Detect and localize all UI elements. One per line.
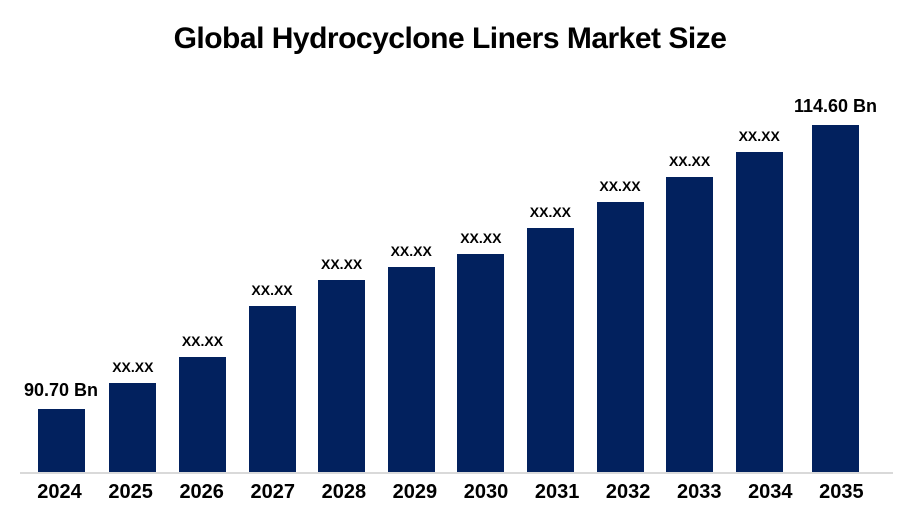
bar bbox=[109, 383, 157, 472]
bar bbox=[387, 267, 435, 472]
bar bbox=[457, 254, 505, 472]
bar bbox=[735, 152, 783, 472]
bar-column-2032: XX.XX bbox=[585, 178, 655, 472]
x-axis-tick-label: 2028 bbox=[321, 481, 367, 503]
bar bbox=[666, 177, 714, 472]
x-axis-tick-label: 2035 bbox=[819, 481, 864, 503]
bar bbox=[178, 357, 226, 472]
bar bbox=[318, 280, 366, 472]
x-axis-labels: 2024 2025 2026 2027 2028 2029 2030 2031 2032 2033… bbox=[24, 481, 877, 504]
bar-column-2033: XX.XX bbox=[655, 153, 725, 472]
bar-value-label: XX.XX bbox=[460, 230, 502, 246]
bar-value-label: XX.XX bbox=[529, 204, 572, 220]
x-axis-tick-label: 2024 bbox=[37, 481, 82, 503]
x-axis-tick-label: 2025 bbox=[108, 481, 153, 503]
chart-title: Global Hydrocyclone Liners Market Size bbox=[173, 22, 727, 55]
bar-value-label: XX.XX bbox=[599, 178, 641, 194]
bar bbox=[812, 125, 860, 472]
bar-column-2028: XX.XX bbox=[307, 256, 377, 472]
bar-column-2027: XX.XX bbox=[237, 282, 307, 472]
x-axis-tick-label: 2033 bbox=[676, 481, 722, 503]
bar-value-label: 90.70 Bn bbox=[24, 380, 99, 400]
bar-chart: 90.70 Bn XX.XX XX.XX XX.XX XX.XX XX.XX XX.XX XX… bbox=[24, 80, 877, 472]
bar-column-2030: XX.XX bbox=[446, 230, 516, 472]
bar-column-2024: 90.70 Bn bbox=[24, 380, 98, 472]
bar bbox=[248, 306, 296, 472]
bar bbox=[37, 409, 85, 472]
bar bbox=[596, 202, 644, 472]
bar bbox=[526, 228, 574, 472]
x-axis-tick-label: 2034 bbox=[748, 481, 793, 503]
bar-column-2031: XX.XX bbox=[516, 204, 586, 472]
bars-container: 90.70 Bn XX.XX XX.XX XX.XX XX.XX XX.XX XX.XX XX… bbox=[24, 80, 877, 472]
x-axis-tick-label: 2030 bbox=[463, 481, 509, 503]
x-axis-tick-label: 2031 bbox=[534, 481, 580, 503]
bar-value-label: XX.XX bbox=[112, 359, 154, 375]
bar-value-label: XX.XX bbox=[321, 256, 363, 272]
bar-column-2026: XX.XX bbox=[168, 333, 238, 472]
bar-column-2029: XX.XX bbox=[376, 243, 446, 472]
bar-value-label: XX.XX bbox=[251, 282, 293, 298]
bar-column-2034: XX.XX bbox=[724, 128, 794, 472]
x-axis-tick-label: 2029 bbox=[392, 481, 438, 503]
x-axis-tick-label: 2026 bbox=[179, 481, 224, 503]
x-axis-line bbox=[20, 472, 893, 474]
bar-value-label: XX.XX bbox=[390, 243, 432, 259]
x-axis-tick-label: 2027 bbox=[250, 481, 296, 503]
bar-value-label: XX.XX bbox=[668, 153, 711, 169]
bar-value-label: XX.XX bbox=[181, 333, 224, 349]
bar-column-2025: XX.XX bbox=[98, 359, 168, 472]
x-axis-tick-label: 2032 bbox=[605, 481, 651, 503]
bar-column-2035: 114.60 Bn bbox=[794, 96, 877, 472]
bar-value-label: XX.XX bbox=[738, 128, 780, 144]
bar-value-label: 114.60 Bn bbox=[793, 96, 878, 116]
